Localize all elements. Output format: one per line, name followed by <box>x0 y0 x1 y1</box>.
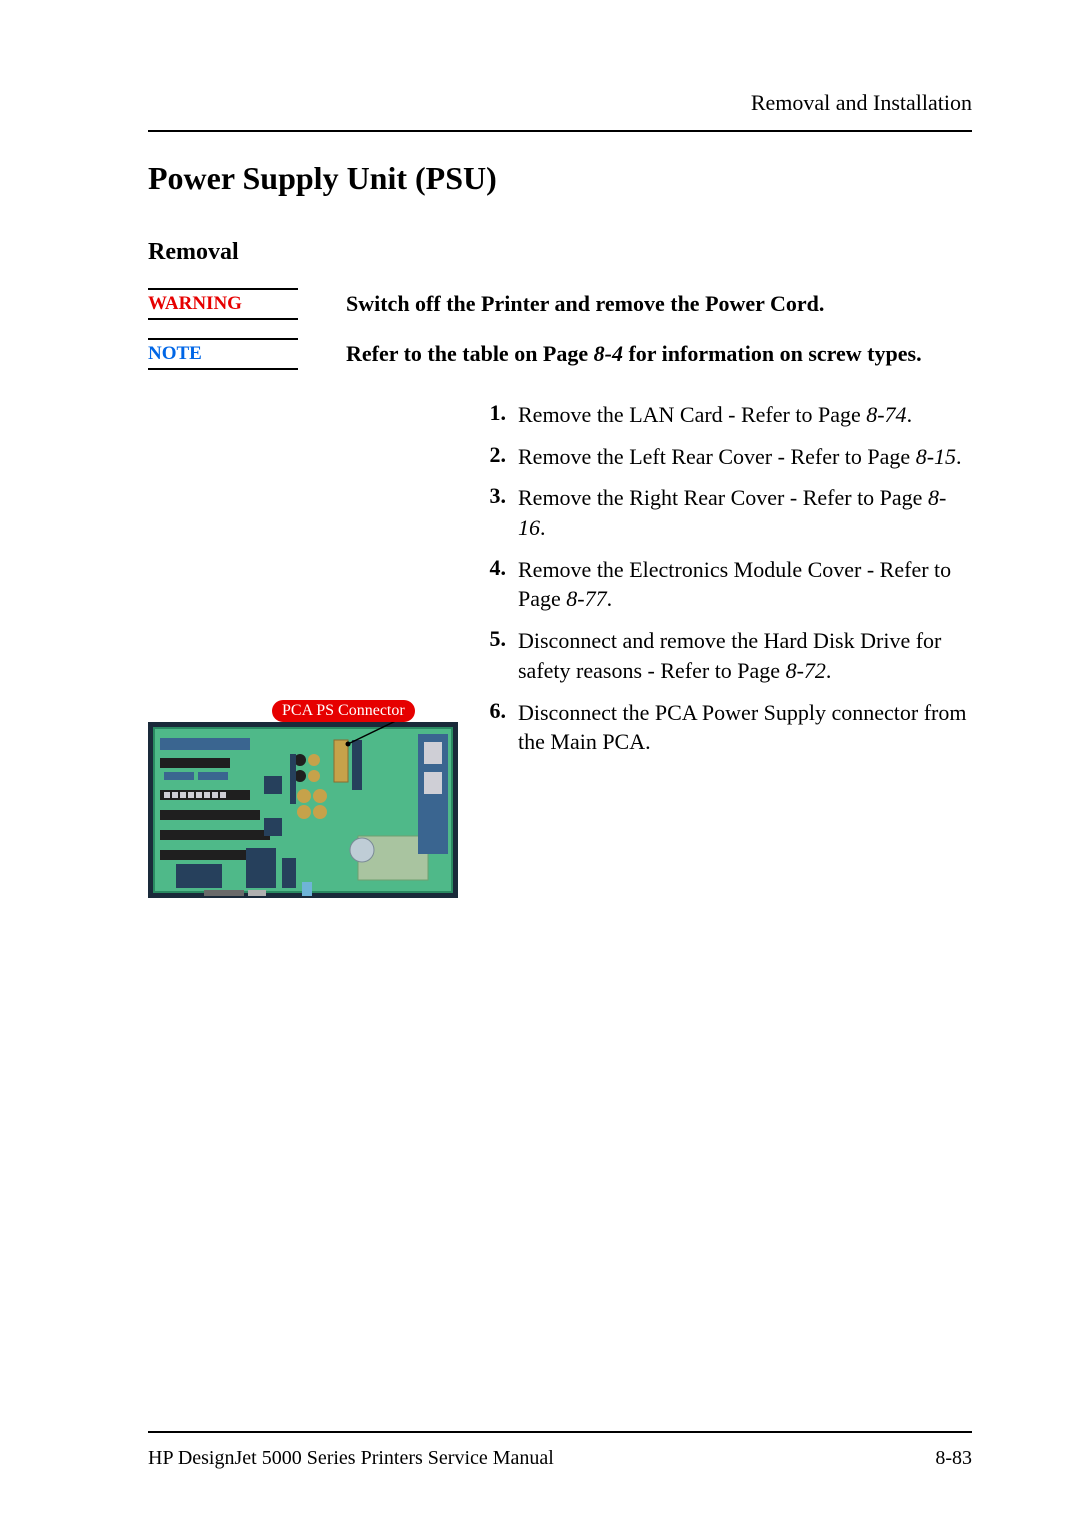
running-header: Removal and Installation <box>148 90 972 116</box>
page-title: Power Supply Unit (PSU) <box>148 160 972 197</box>
step-number: 2. <box>480 442 506 468</box>
step-text: Remove the Electronics Module Cover - Re… <box>518 555 972 614</box>
step-3: 3. Remove the Right Rear Cover - Refer t… <box>148 483 972 542</box>
step-number: 1. <box>480 400 506 426</box>
note-label: NOTE <box>148 338 298 370</box>
step-text: Remove the Left Rear Cover - Refer to Pa… <box>518 442 972 472</box>
step-text-post: . <box>540 515 546 540</box>
note-page-ref: 8-4 <box>594 341 623 366</box>
figure-step-6-row: PCA PS Connector 6. Disconnect the PCA P… <box>148 698 972 898</box>
step-text: Disconnect the PCA Power Supply connecto… <box>518 698 972 757</box>
step-number: 4. <box>480 555 506 581</box>
top-rule <box>148 130 972 132</box>
note-text-pre: Refer to the table on Page <box>346 341 594 366</box>
steps-list: 1. Remove the LAN Card - Refer to Page 8… <box>148 400 972 898</box>
warning-text: Switch off the Printer and remove the Po… <box>298 288 972 317</box>
note-row: NOTE Refer to the table on Page 8-4 for … <box>148 338 972 370</box>
footer-title: HP DesignJet 5000 Series Printers Servic… <box>148 1447 554 1470</box>
step-number: 3. <box>480 483 506 509</box>
step-text-post: . <box>826 658 832 683</box>
step-text-pre: Remove the LAN Card - Refer to Page <box>518 402 866 427</box>
section-heading: Removal <box>148 239 972 266</box>
step-text-pre: Remove the Right Rear Cover - Refer to P… <box>518 485 928 510</box>
figure-callout-pill: PCA PS Connector <box>272 700 415 722</box>
step-text: Remove the LAN Card - Refer to Page 8-74… <box>518 400 972 430</box>
step-text: Disconnect and remove the Hard Disk Driv… <box>518 626 972 685</box>
step-page-ref: 8-74 <box>866 402 906 427</box>
step-6: 6. Disconnect the PCA Power Supply conne… <box>480 698 972 757</box>
step-page-ref: 8-15 <box>916 444 956 469</box>
note-text-post: for information on screw types. <box>623 341 922 366</box>
step-1: 1. Remove the LAN Card - Refer to Page 8… <box>148 400 972 430</box>
step-5: 5. Disconnect and remove the Hard Disk D… <box>148 626 972 685</box>
step-text-post: . <box>907 402 913 427</box>
step-page-ref: 8-72 <box>786 658 826 683</box>
page-footer: HP DesignJet 5000 Series Printers Servic… <box>148 1431 972 1470</box>
footer-page-number: 8-83 <box>935 1447 972 1470</box>
pcb-svg <box>148 698 458 898</box>
step-number: 6. <box>480 698 506 724</box>
step-2: 2. Remove the Left Rear Cover - Refer to… <box>148 442 972 472</box>
pcb-figure: PCA PS Connector <box>148 698 458 898</box>
step-text: Remove the Right Rear Cover - Refer to P… <box>518 483 972 542</box>
step-text-post: . <box>956 444 962 469</box>
step-text-post: . <box>607 586 613 611</box>
step-page-ref: 8-77 <box>566 586 606 611</box>
warning-row: WARNING Switch off the Printer and remov… <box>148 288 972 320</box>
bottom-rule <box>148 1431 972 1433</box>
step-4: 4. Remove the Electronics Module Cover -… <box>148 555 972 614</box>
step-text-pre: Remove the Left Rear Cover - Refer to Pa… <box>518 444 916 469</box>
step-text-pre: Disconnect and remove the Hard Disk Driv… <box>518 628 941 683</box>
note-text: Refer to the table on Page 8-4 for infor… <box>298 338 972 367</box>
step-number: 5. <box>480 626 506 652</box>
warning-label: WARNING <box>148 288 298 320</box>
